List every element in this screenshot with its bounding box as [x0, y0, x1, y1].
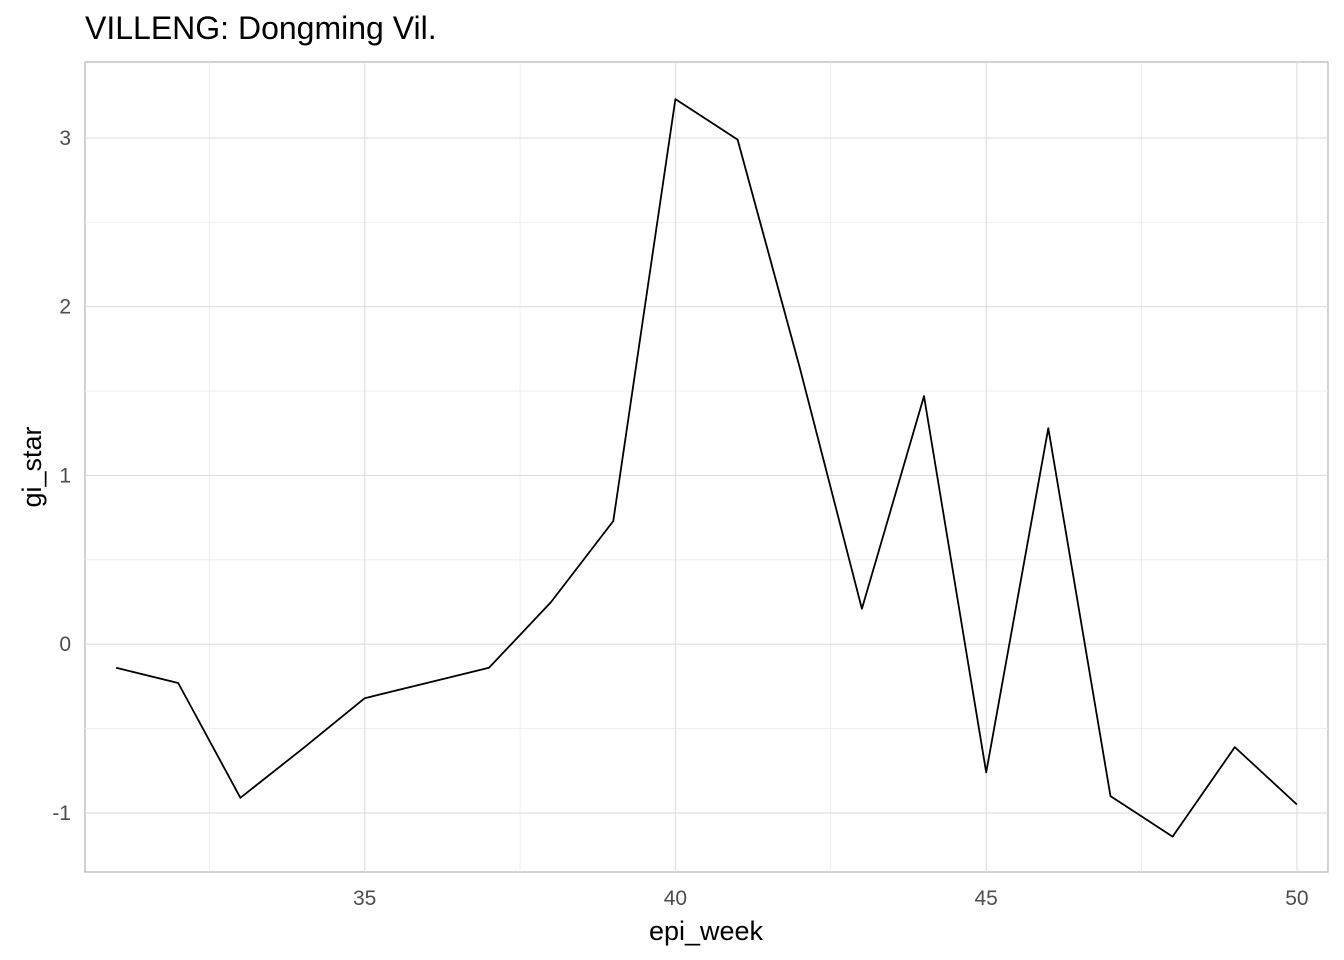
grid-lines: [85, 62, 1328, 872]
x-axis-ticks: 35 40 45 50: [353, 887, 1309, 910]
y-tick-label: 2: [59, 296, 71, 319]
plot-panel: [84, 61, 1329, 873]
y-tick-label: 1: [59, 464, 71, 487]
series-line: [115, 98, 1298, 838]
x-tick-label: 35: [353, 887, 376, 910]
y-tick-label: -1: [52, 802, 71, 825]
chart-title: VILLENG: Dongming Vil.: [85, 10, 437, 46]
series-layer: [115, 98, 1298, 838]
y-axis-title: gi_star: [17, 426, 47, 507]
y-tick-label: 3: [59, 127, 71, 150]
x-axis-title: epi_week: [649, 916, 764, 946]
x-tick-label: 45: [974, 887, 997, 910]
y-axis-ticks: -1 0 1 2 3: [52, 127, 71, 825]
x-tick-label: 40: [664, 887, 687, 910]
x-tick-label: 50: [1285, 887, 1308, 910]
y-tick-label: 0: [59, 633, 71, 656]
